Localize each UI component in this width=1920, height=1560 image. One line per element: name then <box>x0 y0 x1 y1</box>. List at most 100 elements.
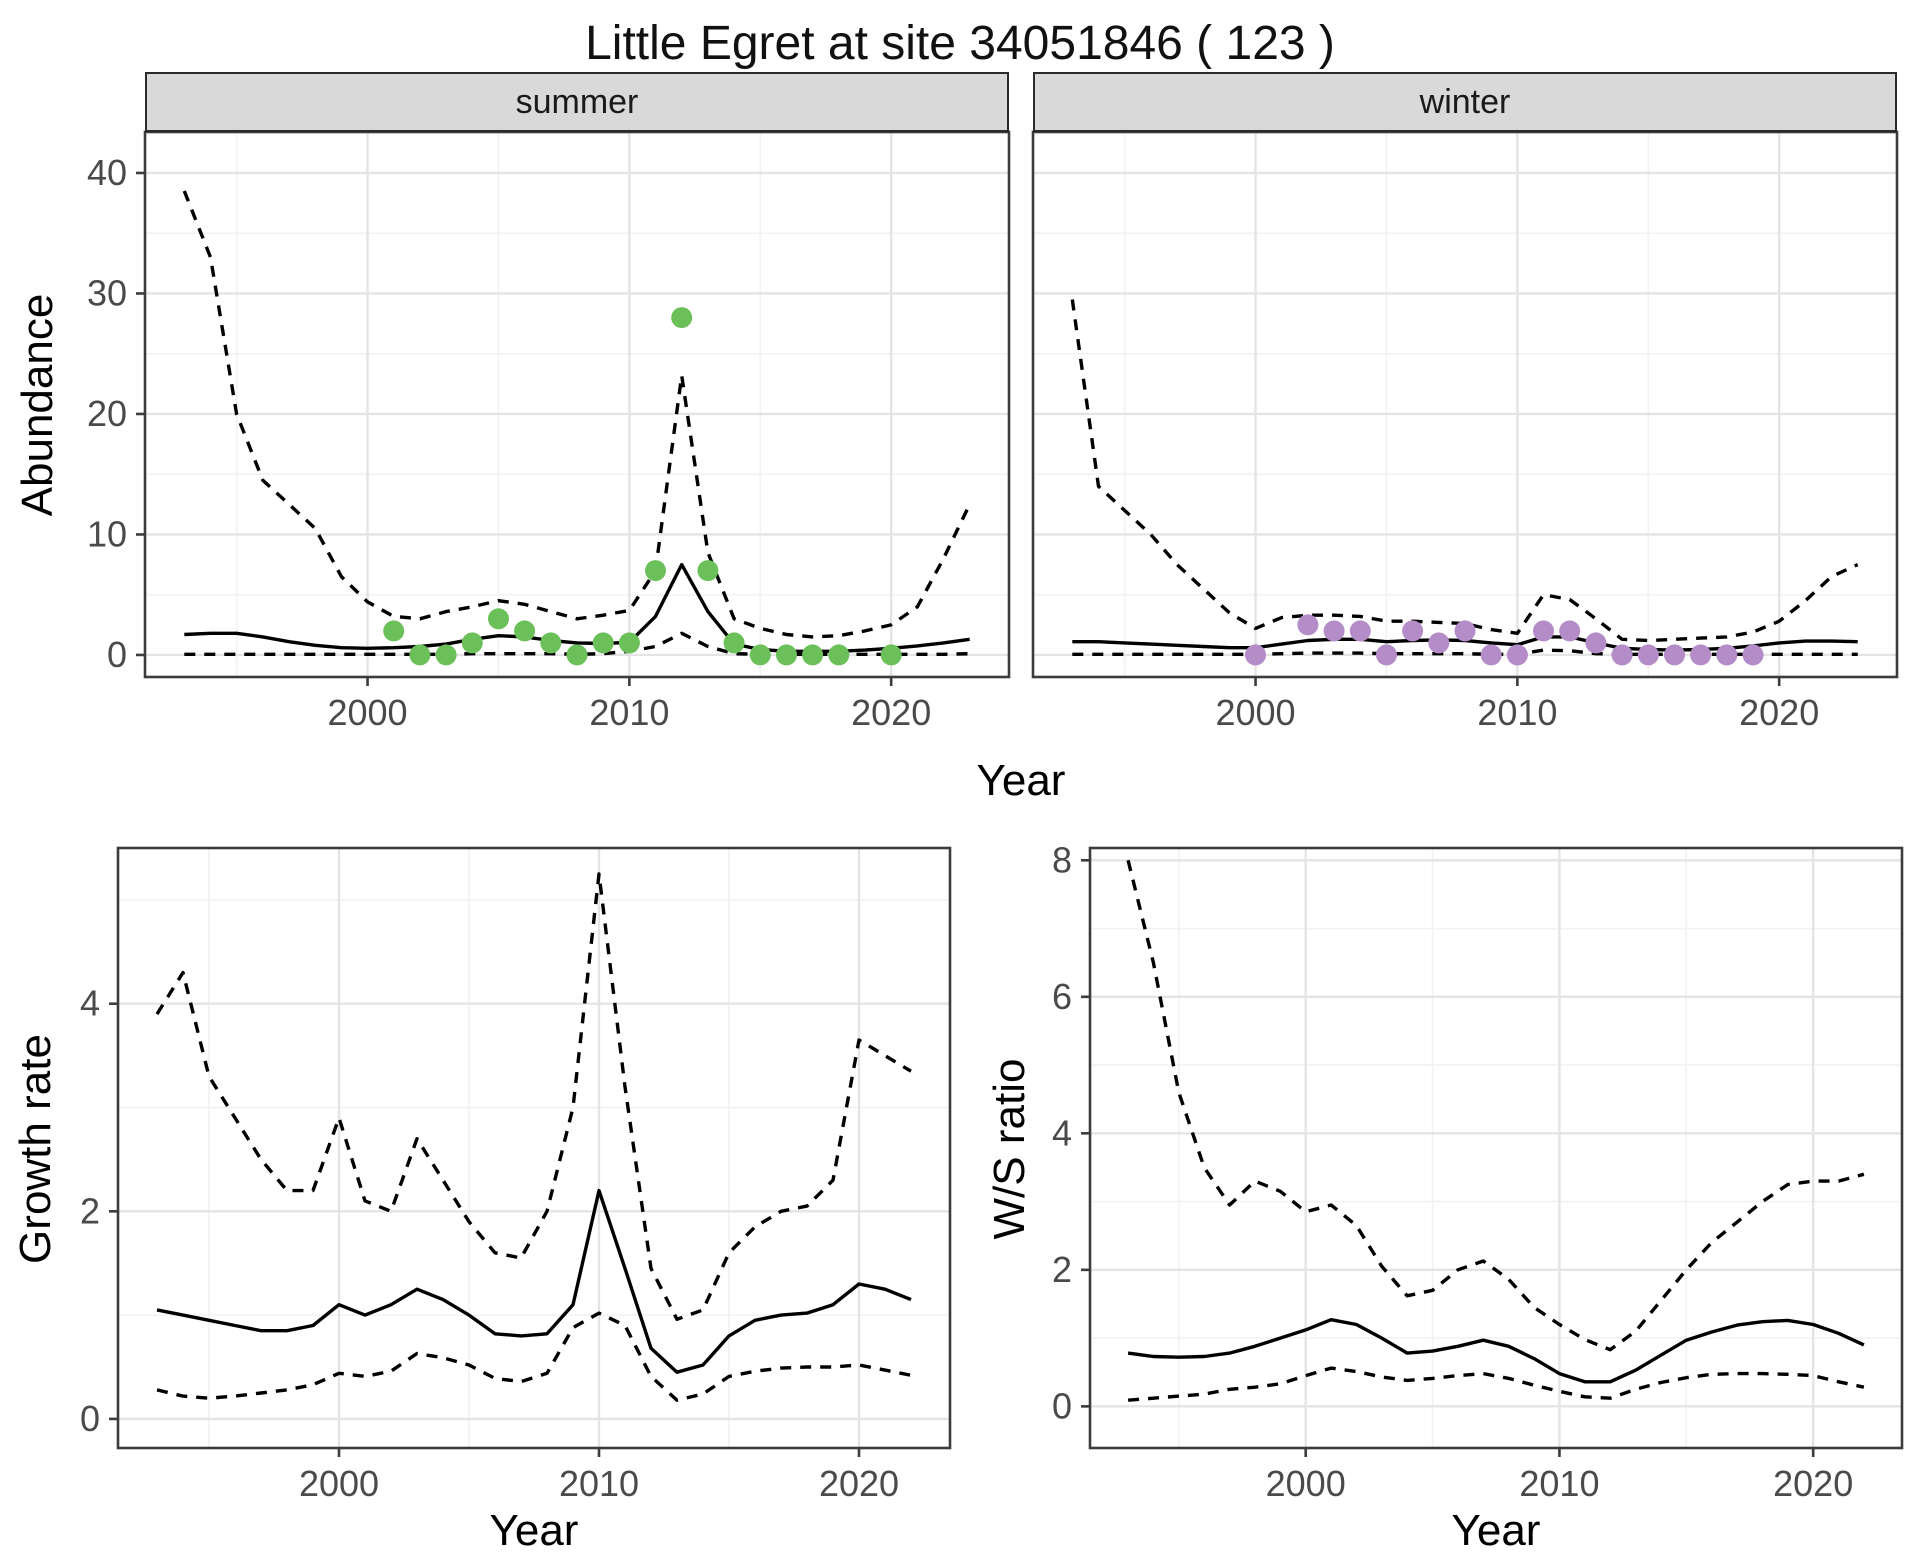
data-point <box>1585 632 1607 654</box>
data-point <box>1664 644 1685 666</box>
gridlines <box>118 848 950 1448</box>
y-tick-label: 2 <box>1052 1249 1072 1290</box>
facet-strip-winter-label: winter <box>1419 82 1511 121</box>
panel-border <box>116 846 952 1450</box>
y-tick-label: 40 <box>87 152 127 193</box>
y-tick-label: 30 <box>87 272 127 313</box>
data-point <box>566 644 588 666</box>
series-upper_ci <box>182 190 972 639</box>
data-point <box>592 632 614 654</box>
data-point <box>1454 620 1476 642</box>
data-point <box>697 560 719 582</box>
gridlines <box>1090 848 1902 1448</box>
data-point <box>828 644 850 666</box>
panel-border <box>1031 130 1899 679</box>
panel-growth_rate: 2000 2010 2020 0 2 4 <box>80 846 952 1504</box>
y-tick-label: 8 <box>1052 839 1072 880</box>
data-point <box>461 632 483 654</box>
chart-title: Little Egret at site 34051846 ( 123 ) <box>585 17 1335 70</box>
data-point <box>1376 644 1397 666</box>
y-tick-label: 4 <box>1052 1112 1072 1153</box>
data-point <box>383 620 405 642</box>
data-point <box>1506 644 1528 666</box>
series-fit <box>1127 1318 1865 1384</box>
x-axis-title-year-top: Year <box>976 756 1066 805</box>
panel-ws_ratio: 2000 2010 2020 0 2 4 6 8 <box>1052 839 1904 1504</box>
series-upper_ci <box>1126 859 1865 1352</box>
data-point <box>1559 620 1581 642</box>
y-tick-label: 10 <box>87 513 127 554</box>
x-tick-label: 2010 <box>1519 1463 1599 1504</box>
data-point <box>488 608 509 630</box>
series-lower_ci <box>1127 1366 1865 1402</box>
series-upper_ci <box>1070 299 1859 643</box>
facet-strip-winter: winter <box>1033 72 1897 132</box>
data-point <box>1297 614 1319 636</box>
data-point <box>1611 644 1633 666</box>
data-point <box>880 644 902 666</box>
x-tick-label: 2000 <box>299 1463 379 1504</box>
series-lower_ci <box>1072 648 1858 656</box>
data-point <box>723 632 745 654</box>
data-point <box>409 644 431 666</box>
y-tick-label: 6 <box>1052 976 1072 1017</box>
observed-points <box>1245 614 1764 666</box>
x-tick-label: 2000 <box>1266 1463 1346 1504</box>
data-point <box>618 632 640 654</box>
panel-background <box>1033 132 1897 677</box>
panel-abundance_winter: 2000 2010 2020 <box>1031 130 1899 733</box>
x-tick-label: 2020 <box>851 692 931 733</box>
data-point <box>671 307 693 329</box>
data-point <box>1716 644 1738 666</box>
x-tick-label: 2020 <box>1739 692 1819 733</box>
y-tick-label: 0 <box>107 634 127 675</box>
panel-background <box>145 132 1009 677</box>
y-tick-label: 0 <box>80 1398 100 1439</box>
data-point <box>1349 620 1371 642</box>
series-fit <box>156 1188 912 1374</box>
data-point <box>749 644 771 666</box>
axis-ticks: 2000 2010 2020 0 2 4 <box>80 983 899 1504</box>
data-point <box>1323 620 1345 642</box>
data-point <box>776 644 797 666</box>
data-point <box>1428 632 1450 654</box>
facet-strip-summer: summer <box>145 72 1009 132</box>
data-point <box>1690 644 1712 666</box>
x-tick-label: 2010 <box>1477 692 1557 733</box>
data-point <box>1637 644 1659 666</box>
data-point <box>1245 644 1266 666</box>
axis-ticks: 2000 2010 2020 <box>1215 677 1819 733</box>
axis-ticks: 2000 2010 2020 0 2 4 6 8 <box>1052 839 1853 1504</box>
data-point <box>802 644 824 666</box>
x-tick-label: 2020 <box>819 1463 899 1504</box>
x-tick-label: 2000 <box>327 692 407 733</box>
data-point <box>1402 620 1424 642</box>
y-tick-label: 2 <box>80 1190 100 1231</box>
y-axis-title-growth-rate: Growth rate <box>11 1034 60 1264</box>
panel-border <box>143 130 1011 679</box>
data-point <box>1742 644 1764 666</box>
data-point <box>435 644 457 666</box>
x-tick-label: 2000 <box>1215 692 1295 733</box>
y-tick-label: 0 <box>1052 1385 1072 1426</box>
data-point <box>514 620 536 642</box>
panel-border <box>1088 846 1904 1450</box>
series-upper_ci <box>155 872 912 1321</box>
observed-points <box>383 307 902 666</box>
panel-abundance_summer: 2000 2010 2020 0 10 20 30 40 <box>87 130 1011 733</box>
x-axis-title-year-bottom-left: Year <box>489 1506 579 1555</box>
x-tick-label: 2020 <box>1773 1463 1853 1504</box>
y-axis-title-ws-ratio: W/S ratio <box>985 1058 1034 1240</box>
data-point <box>1533 620 1554 642</box>
data-point <box>1480 644 1502 666</box>
series-lower_ci <box>156 1311 912 1402</box>
x-tick-label: 2010 <box>589 692 669 733</box>
x-tick-label: 2010 <box>559 1463 639 1504</box>
y-tick-label: 20 <box>87 393 127 434</box>
x-axis-title-year-bottom-right: Year <box>1451 1506 1541 1555</box>
panel-background <box>118 848 950 1448</box>
y-axis-title-abundance: Abundance <box>13 293 62 517</box>
panel-background <box>1090 848 1902 1448</box>
